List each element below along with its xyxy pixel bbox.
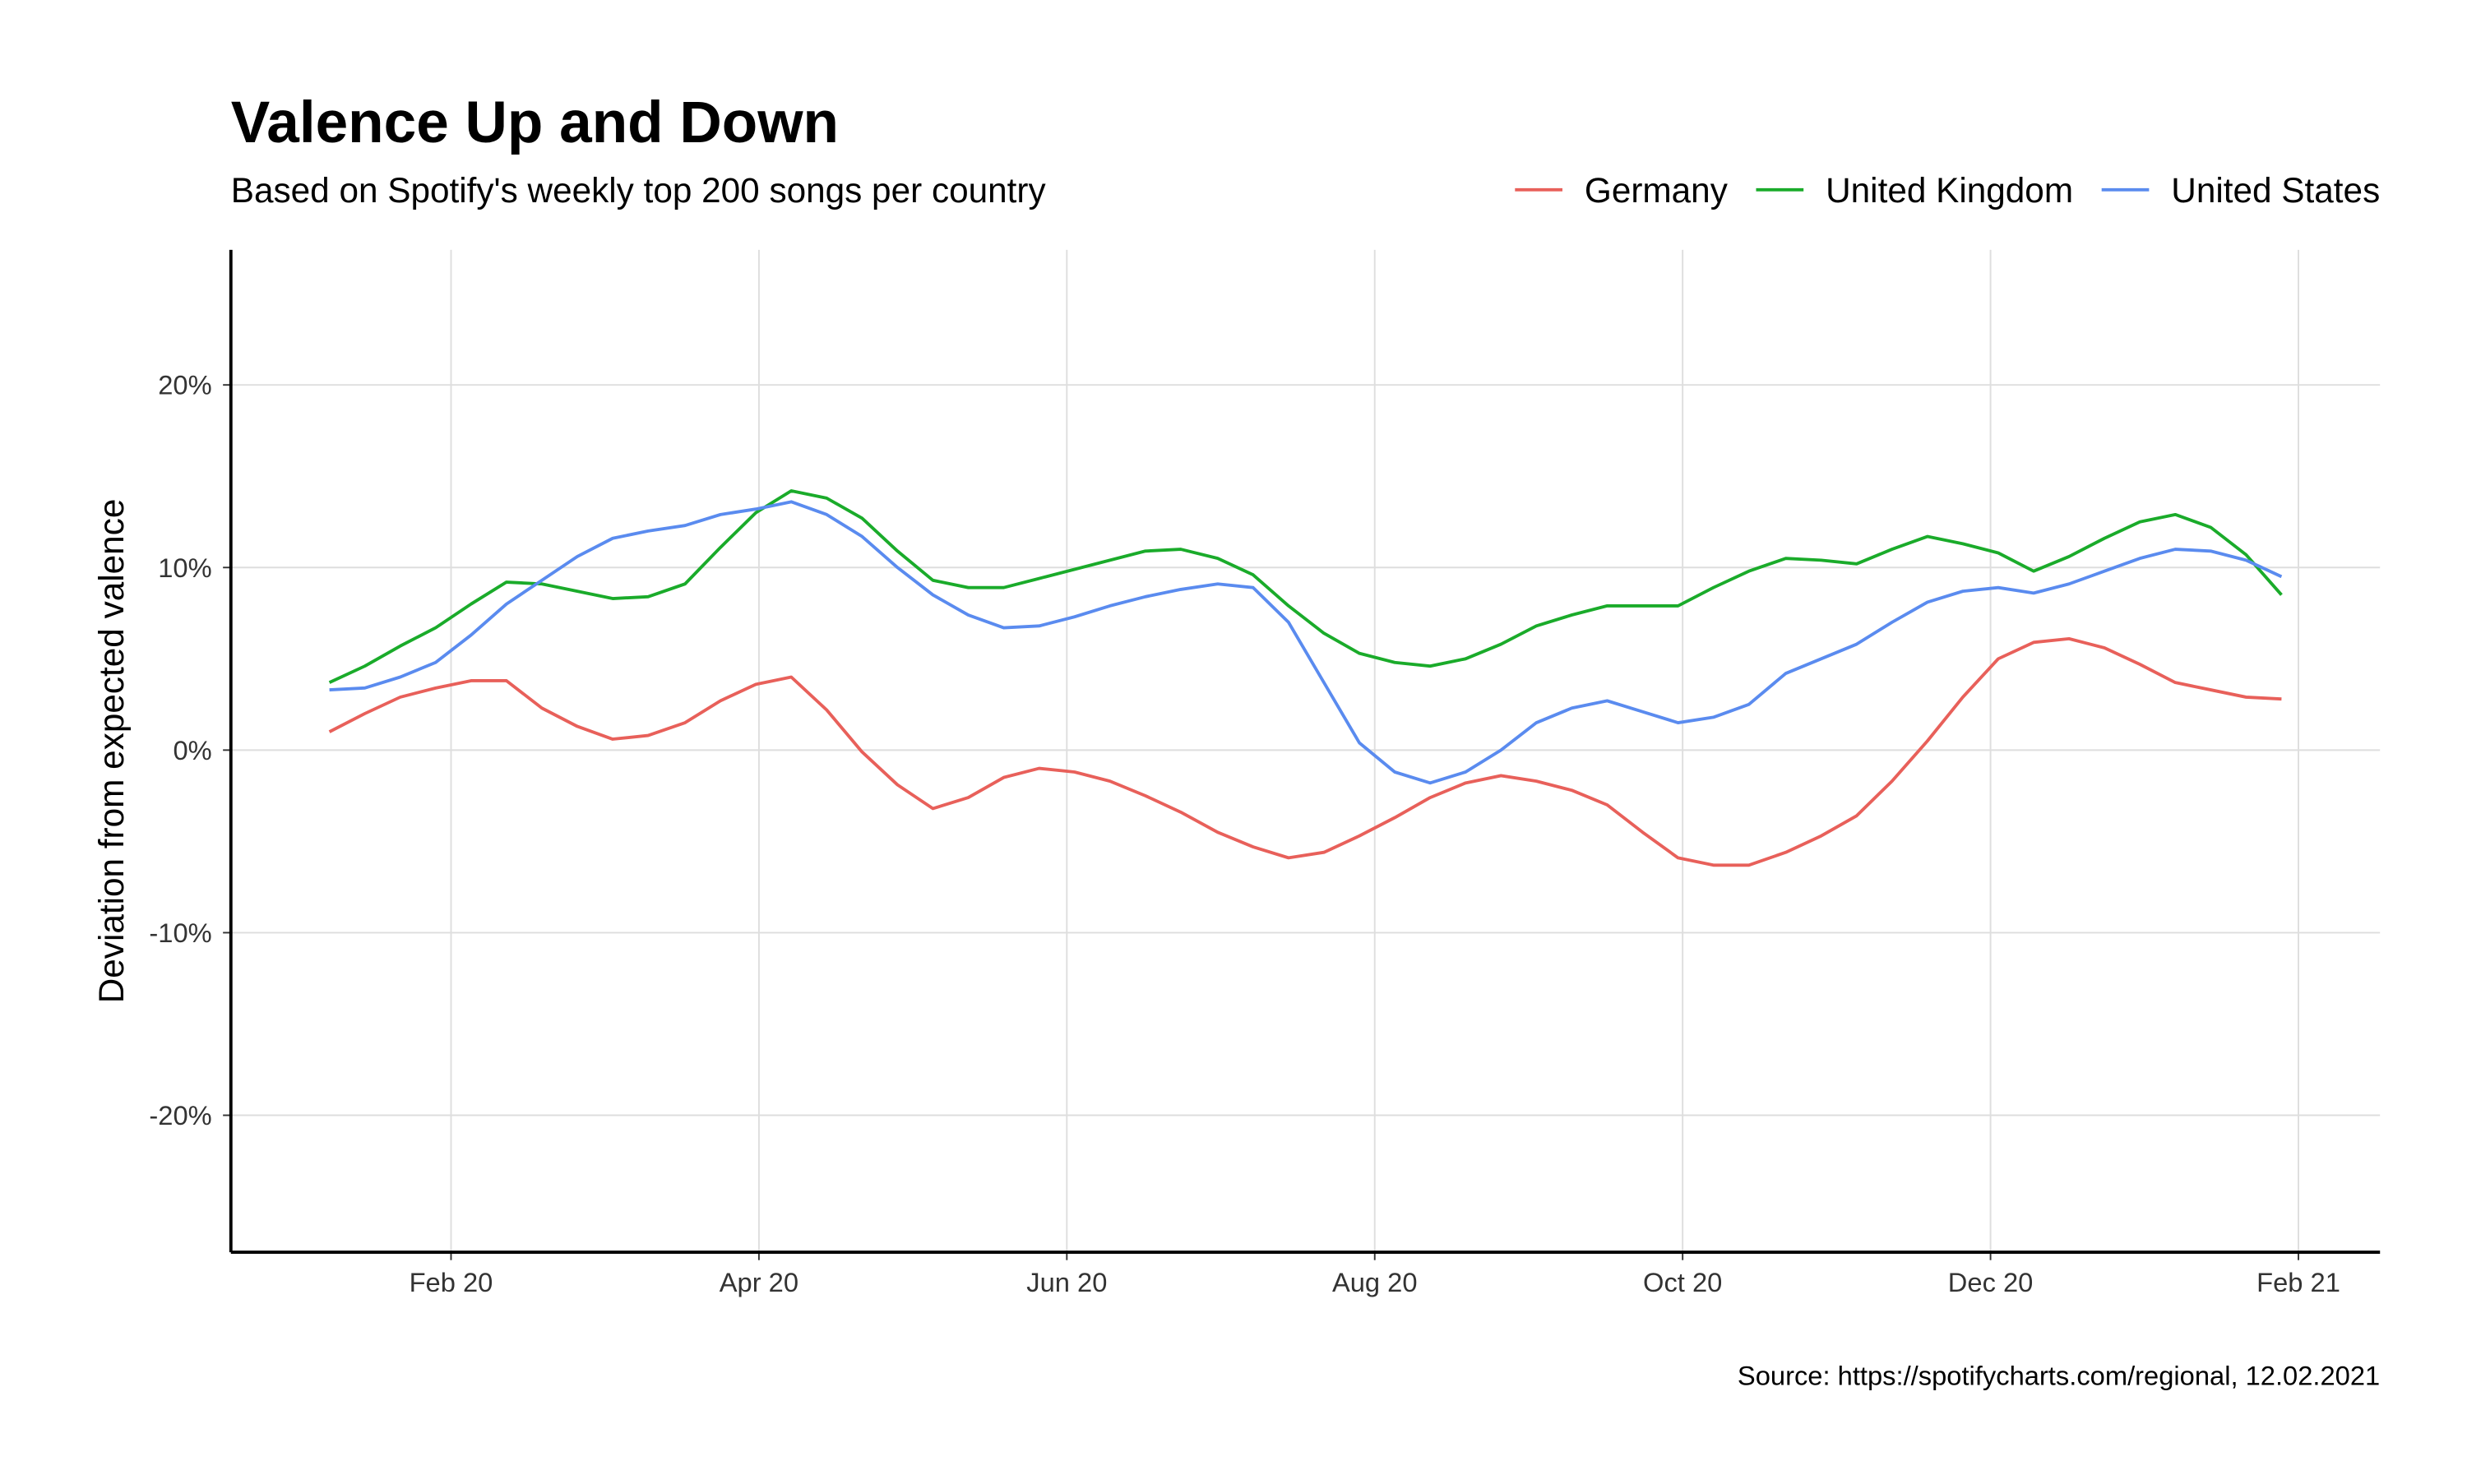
chart-subtitle: Based on Spotify's weekly top 200 songs …: [231, 171, 1047, 210]
legend-item: United States: [2101, 171, 2380, 210]
series-line: [328, 489, 2283, 684]
x-tick-label: Apr 20: [720, 1267, 798, 1297]
y-tick-label: -20%: [149, 1100, 211, 1130]
y-axis-label: Deviation from expected valence: [92, 499, 131, 1004]
source-note: Source: https://spotifycharts.com/region…: [1738, 1361, 2380, 1391]
x-tick-label: Aug 20: [1332, 1267, 1418, 1297]
grid: [230, 249, 2381, 1253]
legend-item: Germany: [1515, 171, 1729, 210]
x-tick-label: Dec 20: [1948, 1267, 2034, 1297]
axes: -20% -10% 0% 10% 20% Feb 20 Apr 20 Jun 20 Aug 20…: [149, 249, 2381, 1297]
x-tick-label: Feb 20: [410, 1267, 493, 1297]
series-line: [329, 500, 2283, 785]
y-tick-label: 0%: [173, 735, 211, 765]
y-tick-label: 10%: [158, 552, 211, 583]
x-tick-label: Oct 20: [1643, 1267, 1722, 1297]
y-tick-label: -10%: [149, 918, 211, 948]
x-tick-label: Feb 21: [2256, 1267, 2340, 1297]
legend-label: Germany: [1585, 171, 1729, 210]
legend-label: United States: [2171, 171, 2380, 210]
series-line: [328, 636, 2282, 867]
legend: Germany United Kingdom United States: [1515, 171, 2380, 210]
legend-item: United Kingdom: [1756, 171, 2073, 210]
legend-label: United Kingdom: [1826, 171, 2073, 210]
y-tick-label: 20%: [158, 370, 211, 400]
chart-title: Valence Up and Down: [231, 90, 839, 155]
plot-lines: [328, 489, 2283, 867]
x-tick-label: Jun 20: [1026, 1267, 1107, 1297]
